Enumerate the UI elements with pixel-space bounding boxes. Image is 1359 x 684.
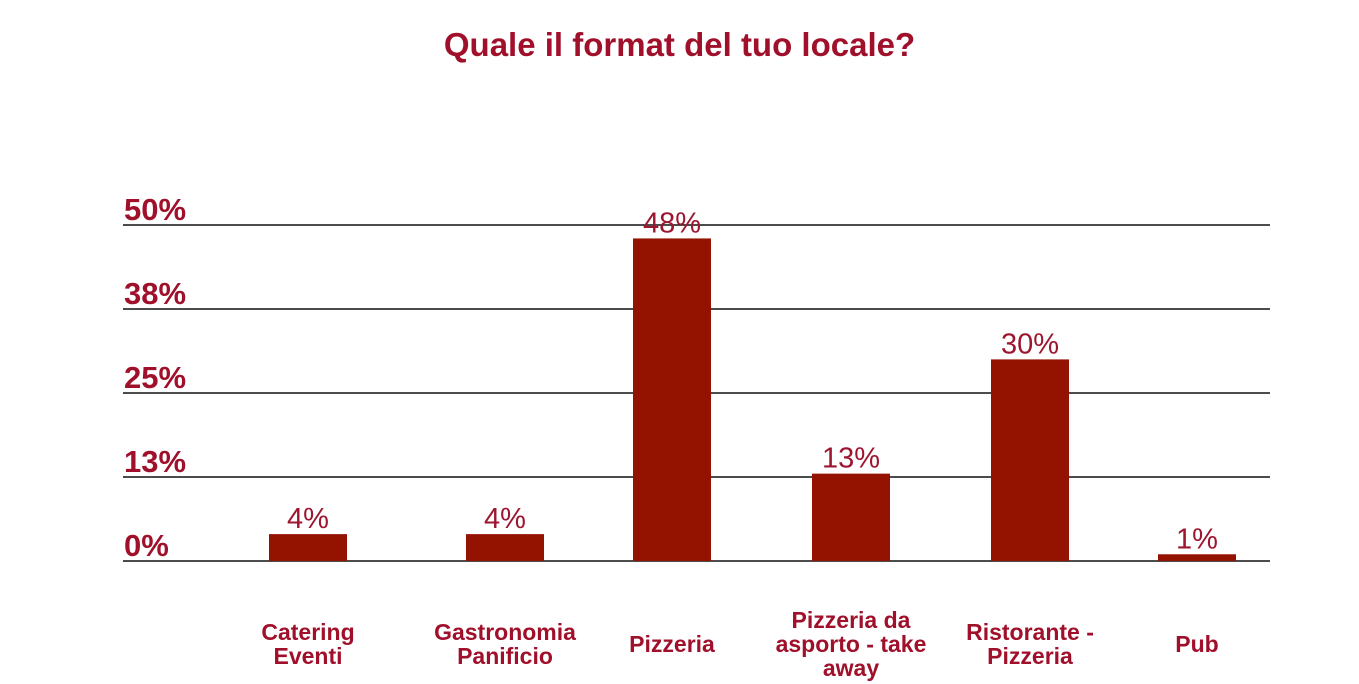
category-label: Pizzeria [629, 631, 715, 657]
bar [466, 534, 544, 561]
category-label: asporto - take [776, 631, 927, 657]
category-label: Pizzeria [987, 643, 1073, 669]
bar [991, 359, 1069, 561]
bar-value-label: 48% [643, 207, 701, 239]
bar [812, 473, 890, 561]
bar [633, 238, 711, 561]
y-tick-label: 38% [124, 276, 186, 311]
category-label: Panificio [457, 643, 553, 669]
chart-title: Quale il format del tuo locale? [443, 26, 916, 63]
bar [269, 534, 347, 561]
category-label: Eventi [273, 643, 342, 669]
y-tick-label: 25% [124, 360, 186, 395]
bar-value-label: 4% [484, 503, 526, 535]
category-label: Ristorante - [966, 619, 1094, 645]
bar [1158, 554, 1236, 561]
y-tick-label: 13% [124, 444, 186, 479]
category-label: Catering [261, 619, 354, 645]
category-label: away [823, 655, 879, 681]
y-tick-label: 50% [124, 192, 186, 227]
category-label: Pizzeria da [792, 607, 911, 633]
bar-value-label: 30% [1001, 328, 1059, 360]
y-tick-label: 0% [124, 528, 169, 563]
category-label: Gastronomia [434, 619, 576, 645]
category-label: Pub [1175, 631, 1218, 657]
bar-value-label: 1% [1176, 523, 1218, 555]
bar-value-label: 13% [822, 443, 880, 475]
bar-value-label: 4% [287, 503, 329, 535]
